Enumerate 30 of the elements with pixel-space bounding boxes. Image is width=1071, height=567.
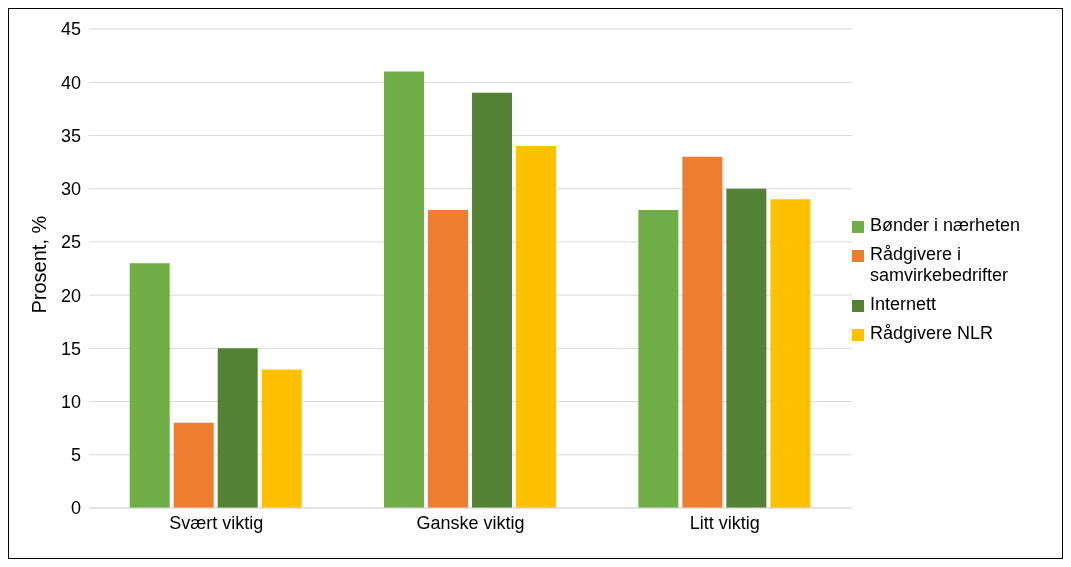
bar xyxy=(217,348,258,508)
bar xyxy=(472,92,513,508)
y-tick-label: 35 xyxy=(60,125,81,146)
bar xyxy=(384,71,425,508)
legend-label: Rådgivere NLR xyxy=(870,323,994,344)
bar xyxy=(770,199,811,508)
x-tick-label: Ganske viktig xyxy=(416,512,525,533)
bar xyxy=(682,156,723,508)
y-tick-label: 0 xyxy=(70,498,81,519)
bar xyxy=(261,369,302,508)
bar xyxy=(726,188,767,508)
legend-label: Bønder i nærheten xyxy=(870,215,1021,236)
y-tick-label: 5 xyxy=(70,445,81,466)
legend-label: Rådgivere i samvirkebedrifter xyxy=(870,244,1010,286)
y-tick-label: 10 xyxy=(60,391,81,412)
y-tick-label: 45 xyxy=(60,19,81,40)
bar xyxy=(516,146,557,508)
bar xyxy=(638,209,679,508)
y-tick-label: 15 xyxy=(60,338,81,359)
y-axis-title: Prosent, % xyxy=(28,215,51,314)
x-tick-label: Svært viktig xyxy=(169,512,264,533)
y-tick-label: 40 xyxy=(60,72,81,93)
x-tick-label: Litt viktig xyxy=(689,512,760,533)
bar xyxy=(428,209,469,508)
y-tick-label: 20 xyxy=(60,285,81,306)
bar xyxy=(129,263,170,508)
bar xyxy=(173,422,214,508)
y-tick-label: 25 xyxy=(60,232,81,253)
legend-label: Internett xyxy=(870,294,937,315)
y-tick-label: 30 xyxy=(60,179,81,200)
